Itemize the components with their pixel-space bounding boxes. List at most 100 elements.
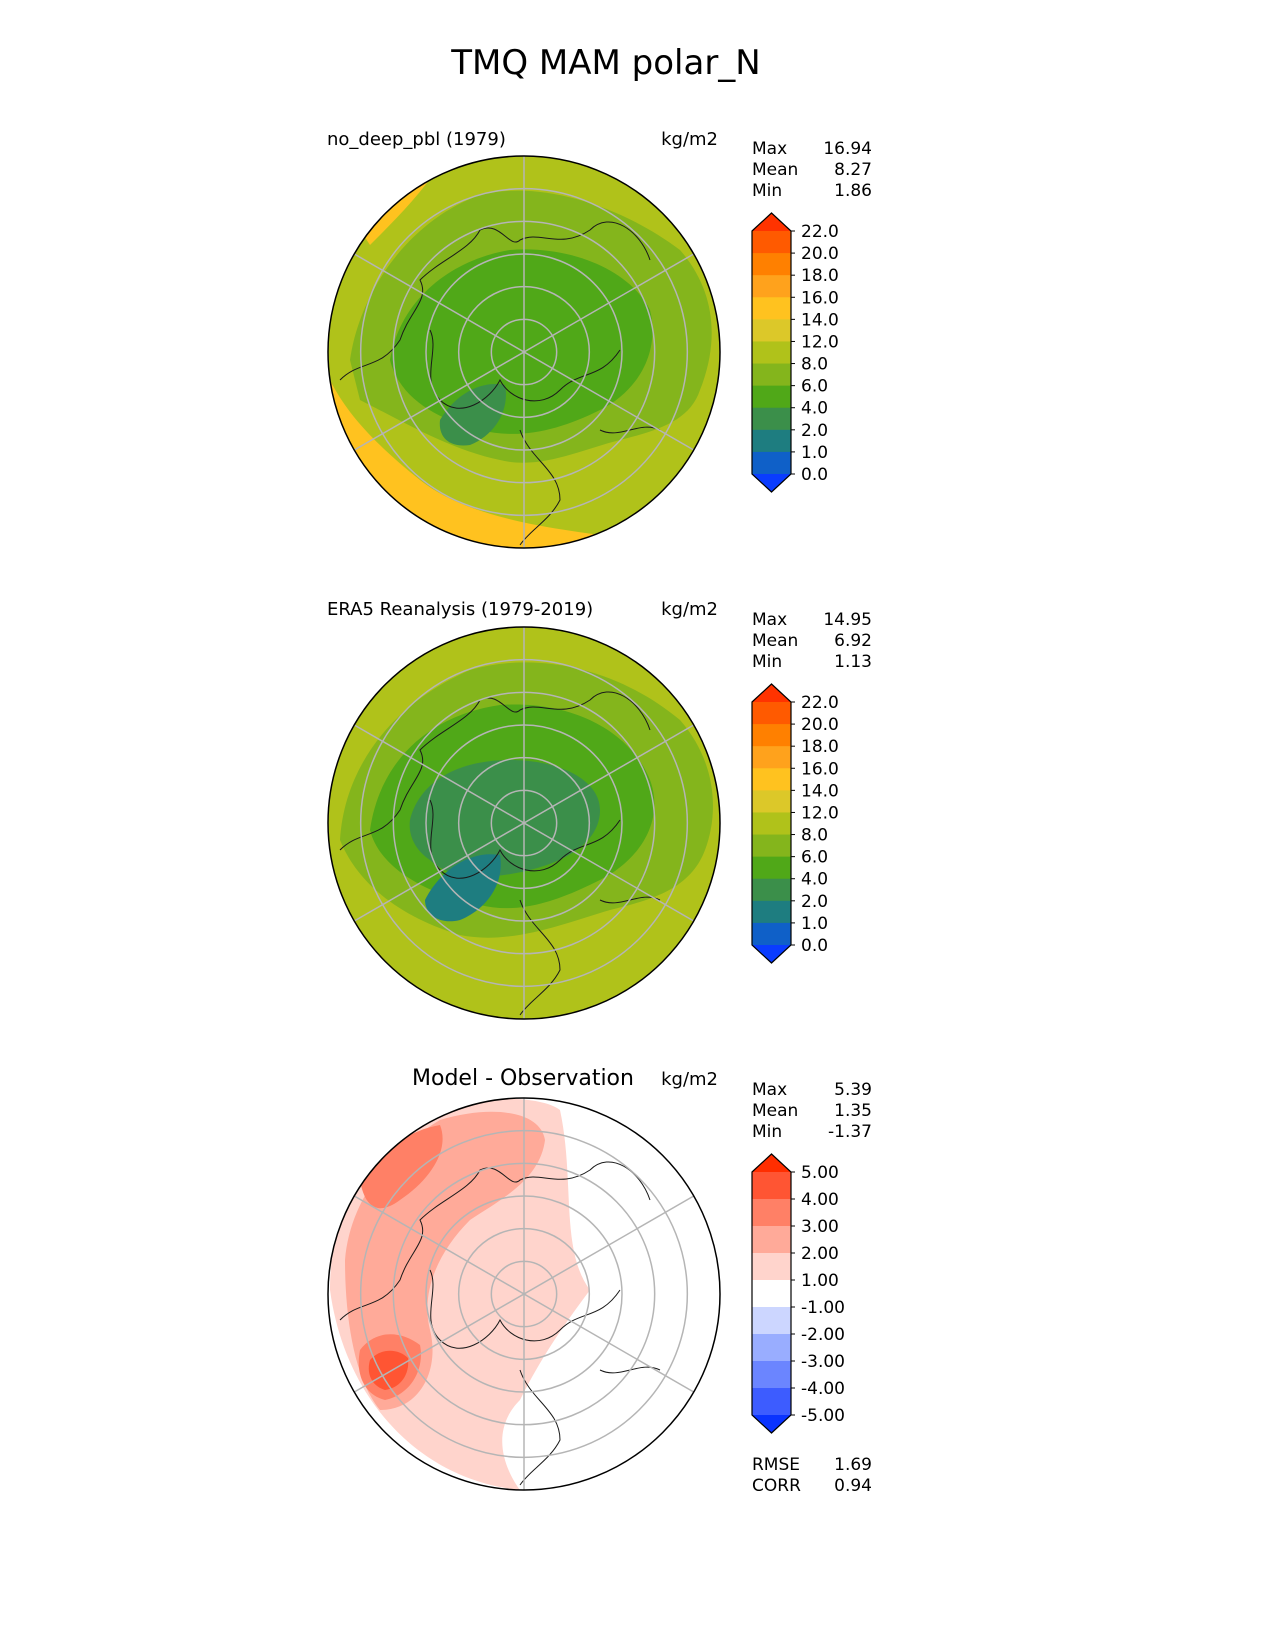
- test-stats: Max 16.94 Mean 8.27 Min 1.86: [752, 139, 872, 201]
- ref-colorbar-extend-min: [752, 945, 791, 963]
- test-colorbar-extend-max: [752, 213, 791, 231]
- diff-stat-rmse-label: RMSE: [752, 1455, 800, 1475]
- diff-stat-corr-label: CORR: [752, 1476, 801, 1496]
- ref-colorbar-label: 4.0: [801, 870, 828, 890]
- ref-colorbar-label: 6.0: [801, 848, 828, 868]
- ref-colorbar-label: 18.0: [801, 737, 839, 757]
- diff-colorbar-segment: [752, 1172, 791, 1200]
- ref-colorbar-label: 20.0: [801, 715, 839, 735]
- diff-colorbar-segment: [752, 1334, 791, 1362]
- test-colorbar-segment: [752, 363, 791, 387]
- diff-stat-max-label: Max: [752, 1080, 787, 1100]
- diff-colorbar-label: 5.00: [801, 1163, 839, 1183]
- ref-colorbar: 22.020.018.016.014.012.0 8.06.04.02.01.00…: [751, 683, 839, 964]
- diff-coastline: [339, 1161, 661, 1486]
- ref-colorbar-segment: [752, 834, 791, 858]
- diff-stat-min-value: -1.37: [828, 1122, 872, 1142]
- test-stat-min-value: 1.86: [834, 181, 872, 201]
- diff-colorbar-segment: [752, 1226, 791, 1254]
- diff-colorbar-label: -1.00: [801, 1298, 845, 1318]
- test-colorbar-segment: [752, 385, 791, 409]
- ref-colorbar-segment: [752, 790, 791, 814]
- test-colorbar-segment: [752, 341, 791, 365]
- test-colorbar-label: 2.0: [801, 421, 828, 441]
- ref-colorbar-segment: [752, 702, 791, 725]
- test-coastline: [339, 221, 661, 546]
- diff-colorbar-extend-max: [752, 1154, 791, 1172]
- ref-region-drier: [409, 760, 600, 877]
- diff-colorbar-segment: [752, 1307, 791, 1335]
- ref-stat-mean-value: 6.92: [834, 631, 872, 651]
- ref-colorbar-segment: [752, 878, 791, 902]
- test-stat-min-label: Min: [752, 181, 782, 201]
- diff-colorbar-segment: [752, 1280, 791, 1308]
- test-colorbar-label: 22.0: [801, 222, 839, 242]
- ref-colorbar-label: 22.0: [801, 693, 839, 713]
- ref-colorbar-segment: [752, 922, 791, 946]
- diff-stat-rmse-value: 1.69: [834, 1455, 872, 1475]
- ref-colorbar-label: 2.0: [801, 892, 828, 912]
- test-colorbar-label: 8.0: [801, 355, 828, 375]
- ref-colorbar-label: 16.0: [801, 759, 839, 779]
- diff-extra-stats: RMSE 1.69 CORR 0.94: [752, 1455, 872, 1496]
- ref-colorbar-segment: [752, 746, 791, 769]
- diff-stats: Max 5.39 Mean 1.35 Min -1.37: [752, 1080, 872, 1142]
- test-colorbar-label: 14.0: [801, 310, 839, 330]
- panel-diff: Model - Observation kg/m2 Max 5.39 Mean …: [327, 1066, 872, 1496]
- ref-map: [328, 627, 720, 1019]
- ref-colorbar-label: 14.0: [801, 781, 839, 801]
- ref-colorbar-label: 8.0: [801, 826, 828, 846]
- panel-ref-units: kg/m2: [661, 599, 718, 620]
- ref-colorbar-label: 1.0: [801, 914, 828, 934]
- panel-diff-units: kg/m2: [661, 1069, 718, 1090]
- diff-colorbar-segment: [752, 1253, 791, 1281]
- test-colorbar-label: 1.0: [801, 443, 828, 463]
- diff-colorbar-segment: [752, 1199, 791, 1227]
- panel-diff-title: Model - Observation: [412, 1066, 634, 1091]
- panel-ref: ERA5 Reanalysis (1979-2019) kg/m2 Max 14…: [327, 599, 872, 1020]
- ref-stat-max-label: Max: [752, 610, 787, 630]
- test-colorbar-segment: [752, 407, 791, 431]
- test-colorbar-label: 6.0: [801, 377, 828, 397]
- ref-colorbar-segment: [752, 724, 791, 747]
- diff-colorbar-segment: [752, 1361, 791, 1389]
- diff-stat-mean-label: Mean: [752, 1101, 798, 1121]
- test-colorbar-segment: [752, 451, 791, 475]
- diff-colorbar-label: -3.00: [801, 1352, 845, 1372]
- diff-stat-min-label: Min: [752, 1122, 782, 1142]
- diff-colorbar-label: 3.00: [801, 1217, 839, 1237]
- diff-colorbar: 5.00 4.00 3.00 2.00 1.00 -1.00 -2.00 -3.00 -4.00…: [751, 1153, 845, 1434]
- test-colorbar-label: 4.0: [801, 399, 828, 419]
- test-colorbar: 22.020.018.016.014.012.0 8.06.04.02.01.00…: [751, 212, 839, 493]
- test-region-moist-rim: [330, 380, 640, 548]
- diff-colorbar-label: -4.00: [801, 1379, 845, 1399]
- test-stat-mean-label: Mean: [752, 160, 798, 180]
- ref-stats: Max 14.95 Mean 6.92 Min 1.13: [752, 610, 872, 672]
- ref-grid: [353, 627, 695, 1019]
- ref-stat-min-label: Min: [752, 652, 782, 672]
- test-colorbar-segment: [752, 297, 791, 320]
- test-colorbar-segment: [752, 319, 791, 343]
- test-colorbar-extend-min: [752, 474, 791, 492]
- test-colorbar-label: 12.0: [801, 332, 839, 352]
- diff-colorbar-label: -5.00: [801, 1406, 845, 1426]
- test-stat-max-value: 16.94: [823, 139, 872, 159]
- ref-stat-mean-label: Mean: [752, 631, 798, 651]
- diff-colorbar-label: 2.00: [801, 1244, 839, 1264]
- ref-stat-min-value: 1.13: [834, 652, 872, 672]
- panel-test: no_deep_pbl (1979) kg/m2 Max 16.94 Mean: [327, 129, 872, 549]
- test-colorbar-segment: [752, 275, 791, 298]
- ref-stat-max-value: 14.95: [823, 610, 872, 630]
- diff-stat-max-value: 5.39: [834, 1080, 872, 1100]
- test-colorbar-segment: [752, 429, 791, 453]
- diff-region-strongest: [368, 1350, 409, 1390]
- test-colorbar-label: 18.0: [801, 266, 839, 286]
- figure-title: TMQ MAM polar_N: [450, 43, 761, 83]
- panel-ref-title: ERA5 Reanalysis (1979-2019): [327, 599, 593, 620]
- diff-map-border: [327, 1097, 721, 1491]
- diff-grid: [353, 1098, 695, 1490]
- ref-colorbar-segment: [752, 812, 791, 836]
- test-map: [328, 156, 720, 548]
- diff-colorbar-extend-min: [752, 1415, 791, 1433]
